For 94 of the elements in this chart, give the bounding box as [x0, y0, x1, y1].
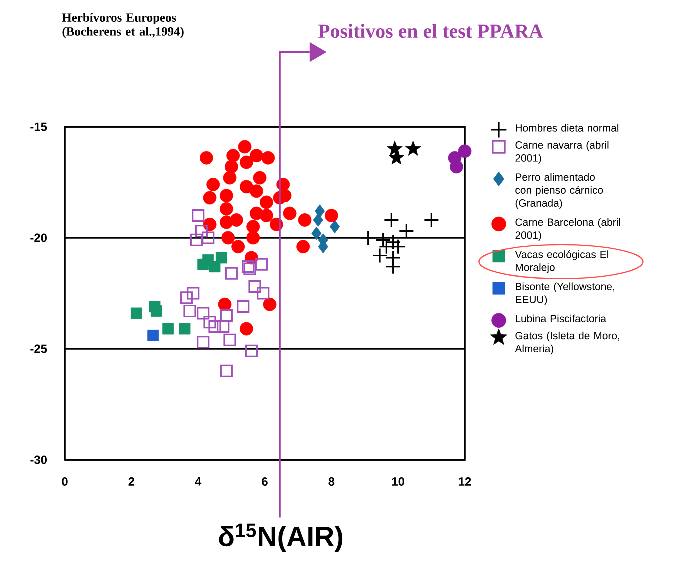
point	[240, 322, 254, 336]
point	[260, 209, 274, 222]
point	[187, 287, 200, 300]
point	[206, 178, 220, 192]
point	[296, 240, 310, 254]
point	[360, 230, 376, 246]
point	[197, 307, 210, 320]
point	[204, 316, 216, 329]
x-tick-label: 0	[62, 478, 68, 486]
point	[240, 180, 254, 194]
x-axis-title: δ$^{15}$N(AIR)	[219, 524, 343, 552]
point	[208, 320, 222, 334]
point	[200, 151, 214, 165]
y-tick-label: -25	[30, 344, 48, 354]
point	[298, 214, 312, 227]
point	[220, 216, 234, 230]
point	[184, 304, 196, 318]
point	[237, 300, 250, 314]
y-tick-label: -15	[30, 122, 48, 132]
point	[217, 320, 230, 334]
point	[148, 330, 160, 342]
legend-label: Bisonte (Yellowstone, EEUU)	[516, 282, 614, 306]
point	[458, 144, 472, 158]
point	[195, 225, 208, 238]
point	[378, 239, 394, 255]
legend-label: Vacas ecológicas El Moralejo	[515, 250, 608, 274]
point	[202, 232, 215, 244]
x-tick-label: 10	[392, 478, 404, 486]
x-tick-label: 12	[459, 478, 472, 486]
point	[260, 196, 274, 210]
point	[190, 234, 203, 247]
point	[257, 287, 270, 300]
point	[372, 248, 388, 264]
x-tick-label: 4	[195, 478, 202, 486]
point	[406, 141, 422, 156]
legend-label: Perro alimentado con pienso cárnico (Granada)	[516, 173, 604, 210]
point	[253, 171, 267, 185]
point	[216, 252, 228, 264]
point	[263, 298, 277, 312]
point	[220, 202, 234, 216]
point	[283, 206, 297, 220]
point	[130, 308, 142, 320]
text: Herbívoros Europeos (Bocherens et al.,1994)	[62, 13, 184, 38]
point	[225, 267, 238, 280]
legend-label: Lubina Piscifactoria	[516, 314, 606, 323]
point	[250, 149, 264, 163]
point	[398, 224, 414, 240]
point	[223, 171, 237, 185]
point	[255, 258, 268, 271]
point	[202, 254, 214, 266]
point	[312, 226, 322, 240]
y-tick-label: -30	[30, 456, 47, 464]
legend-label: Gatos (Isleta de Moro, Almeria)	[515, 332, 620, 355]
x-tick-label: 2	[128, 478, 135, 486]
point	[246, 231, 260, 245]
point	[386, 259, 402, 275]
point	[376, 232, 392, 248]
legend-label: Carne navarra (abril 2001)	[516, 141, 609, 164]
point	[245, 344, 258, 358]
point	[203, 191, 217, 205]
point	[384, 212, 400, 228]
x-tick-label: 8	[328, 478, 335, 486]
point	[197, 336, 210, 349]
ref-line-label: Positivos en el test PPARA	[318, 24, 544, 38]
point	[192, 210, 205, 222]
y-tick-label: -20	[30, 234, 47, 242]
point	[224, 334, 236, 346]
point	[224, 160, 238, 174]
point	[262, 151, 276, 165]
point	[226, 149, 240, 163]
point	[180, 292, 193, 304]
point	[248, 280, 262, 294]
point	[222, 231, 236, 245]
point	[220, 189, 234, 203]
point	[203, 218, 217, 232]
point	[240, 156, 254, 170]
point	[313, 214, 324, 227]
point	[179, 323, 191, 335]
point	[150, 306, 162, 317]
point	[232, 240, 246, 254]
point	[162, 323, 174, 335]
point	[246, 220, 260, 234]
point	[450, 160, 464, 174]
point	[220, 364, 233, 378]
point	[324, 209, 338, 222]
point	[220, 309, 233, 322]
point	[424, 212, 440, 228]
x-tick-label: 6	[262, 478, 268, 486]
legend-label: Carne Barcelona (abril 2001)	[516, 218, 620, 242]
point	[218, 298, 232, 312]
legend-label: Hombres dieta normal	[516, 124, 619, 132]
point	[250, 184, 264, 198]
point	[238, 140, 252, 154]
point	[330, 220, 340, 234]
